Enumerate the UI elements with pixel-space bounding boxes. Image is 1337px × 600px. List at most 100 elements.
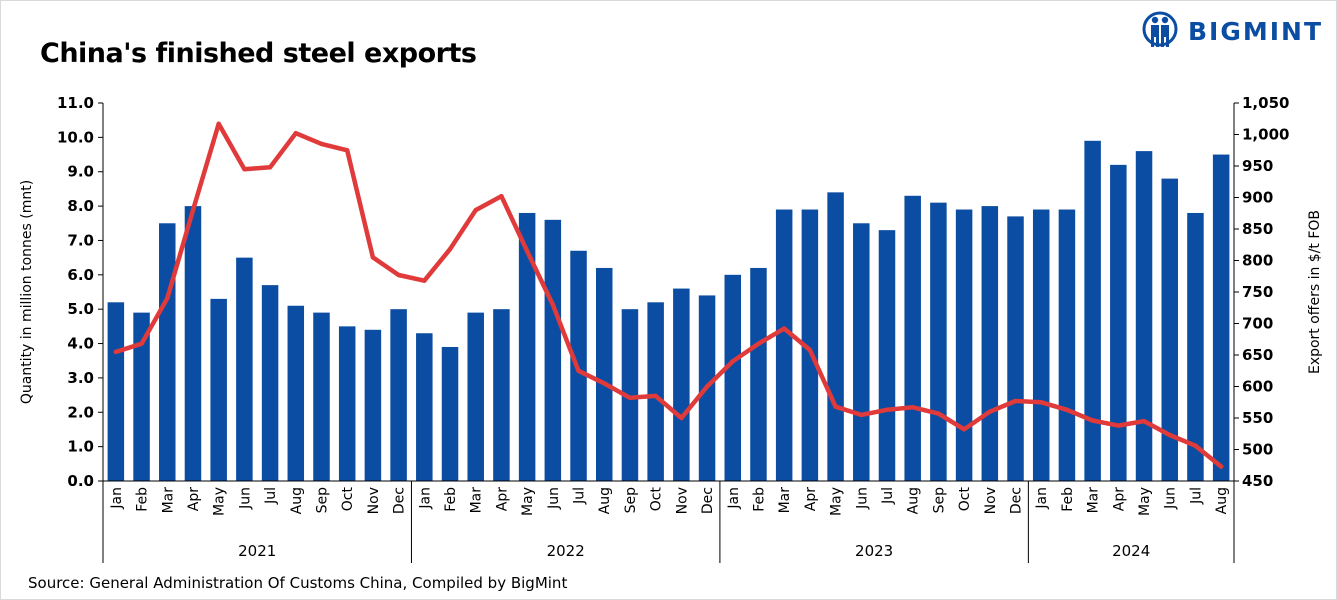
line-point[interactable] bbox=[1193, 443, 1198, 448]
line-point[interactable] bbox=[1141, 418, 1147, 424]
line-point[interactable] bbox=[165, 296, 170, 301]
line-point[interactable] bbox=[961, 427, 967, 432]
month-label: Mar bbox=[777, 487, 793, 514]
bar[interactable] bbox=[287, 305, 305, 481]
bar[interactable] bbox=[159, 223, 176, 482]
line-point[interactable] bbox=[576, 368, 581, 373]
bar[interactable] bbox=[1084, 140, 1101, 482]
line-point[interactable] bbox=[653, 393, 658, 399]
month-label: Feb bbox=[1060, 487, 1076, 512]
bar[interactable] bbox=[441, 346, 459, 481]
line-point[interactable] bbox=[704, 384, 710, 389]
bar[interactable] bbox=[1187, 212, 1204, 482]
y-tick-label: 6.0 bbox=[67, 266, 94, 284]
bar[interactable] bbox=[1032, 209, 1050, 481]
bar[interactable] bbox=[647, 302, 664, 481]
month-label: Apr bbox=[803, 487, 819, 511]
bar[interactable] bbox=[416, 333, 433, 481]
line-point[interactable] bbox=[370, 255, 376, 260]
y-tick-label: 10.0 bbox=[57, 128, 94, 146]
line-point[interactable] bbox=[422, 278, 427, 283]
bar[interactable] bbox=[133, 312, 150, 481]
bar[interactable] bbox=[313, 312, 330, 481]
y2-tick-label: 450 bbox=[1242, 472, 1273, 490]
line-point[interactable] bbox=[344, 148, 350, 153]
bar[interactable] bbox=[518, 212, 536, 482]
line-point[interactable] bbox=[216, 121, 221, 126]
line-point[interactable] bbox=[910, 405, 915, 410]
line-point[interactable] bbox=[936, 411, 941, 416]
line-point[interactable] bbox=[267, 165, 273, 170]
bar[interactable] bbox=[467, 312, 484, 481]
bar[interactable] bbox=[904, 195, 921, 482]
line-point[interactable] bbox=[113, 349, 119, 355]
line-point[interactable] bbox=[550, 302, 556, 307]
bar[interactable] bbox=[1058, 209, 1076, 481]
line-point[interactable] bbox=[1064, 407, 1070, 413]
export-offer-line[interactable] bbox=[113, 121, 1224, 469]
bar[interactable] bbox=[878, 230, 896, 481]
line-point[interactable] bbox=[1013, 398, 1018, 404]
line-point[interactable] bbox=[602, 381, 607, 386]
bar[interactable] bbox=[210, 298, 227, 481]
bar[interactable] bbox=[775, 209, 793, 481]
line-point[interactable] bbox=[499, 194, 504, 199]
bar[interactable] bbox=[184, 206, 202, 481]
line-point[interactable] bbox=[730, 359, 735, 364]
bar[interactable] bbox=[930, 202, 947, 481]
line-point[interactable] bbox=[756, 341, 761, 346]
month-label: Apr bbox=[1111, 487, 1127, 511]
bar[interactable] bbox=[1161, 178, 1178, 481]
bar[interactable] bbox=[724, 274, 742, 481]
bar[interactable] bbox=[955, 209, 973, 481]
bar[interactable] bbox=[338, 326, 356, 481]
line-point[interactable] bbox=[679, 415, 684, 421]
month-label: Feb bbox=[135, 487, 151, 512]
month-label: Oct bbox=[340, 487, 356, 512]
bar[interactable] bbox=[621, 309, 639, 481]
bar[interactable] bbox=[827, 192, 844, 481]
bar[interactable] bbox=[981, 206, 999, 481]
line-point[interactable] bbox=[190, 207, 196, 213]
year-label: 2023 bbox=[855, 542, 893, 560]
bar[interactable] bbox=[236, 257, 253, 481]
line-point[interactable] bbox=[242, 166, 247, 172]
bar[interactable] bbox=[853, 223, 870, 482]
bar[interactable] bbox=[673, 288, 690, 481]
y-tick-label: 11.0 bbox=[57, 94, 94, 112]
line-point[interactable] bbox=[524, 248, 530, 254]
line-point[interactable] bbox=[1218, 464, 1224, 469]
bar[interactable] bbox=[544, 219, 562, 481]
line-point[interactable] bbox=[987, 409, 993, 414]
line-point[interactable] bbox=[781, 326, 787, 331]
line-point[interactable] bbox=[859, 412, 864, 418]
bar[interactable] bbox=[390, 309, 407, 481]
line-point[interactable] bbox=[1167, 432, 1172, 438]
bar[interactable] bbox=[261, 285, 279, 481]
line-point[interactable] bbox=[1090, 418, 1095, 423]
line-point[interactable] bbox=[833, 404, 838, 409]
line-point[interactable] bbox=[396, 272, 401, 278]
line-point[interactable] bbox=[627, 395, 633, 401]
line-point[interactable] bbox=[807, 347, 813, 353]
line-point[interactable] bbox=[1116, 423, 1121, 428]
y-tick-label: 9.0 bbox=[67, 163, 94, 181]
line-point[interactable] bbox=[884, 407, 890, 413]
month-label: Sep bbox=[314, 487, 330, 514]
line-point[interactable] bbox=[139, 341, 144, 346]
bar[interactable] bbox=[364, 329, 382, 481]
bar[interactable] bbox=[1212, 154, 1230, 481]
line-point[interactable] bbox=[1039, 400, 1044, 405]
line-point[interactable] bbox=[293, 131, 298, 136]
bar[interactable] bbox=[493, 309, 510, 481]
bar[interactable] bbox=[595, 267, 613, 481]
line-point[interactable] bbox=[319, 141, 324, 147]
line-point[interactable] bbox=[447, 246, 453, 252]
line-point[interactable] bbox=[473, 207, 478, 213]
bar[interactable] bbox=[750, 267, 767, 481]
bar[interactable] bbox=[1135, 151, 1153, 482]
bar[interactable] bbox=[1007, 216, 1024, 481]
bar[interactable] bbox=[1110, 164, 1127, 481]
bar[interactable] bbox=[107, 302, 125, 481]
bar[interactable] bbox=[801, 209, 819, 481]
